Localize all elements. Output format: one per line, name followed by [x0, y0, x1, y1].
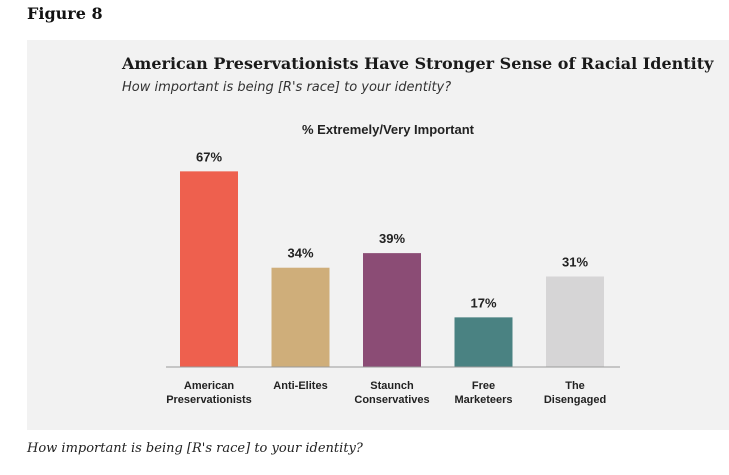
data-label-1: 34% [287, 246, 313, 261]
data-label-2: 39% [379, 231, 405, 246]
bar-3 [454, 317, 513, 367]
category-label-3: Free Marketeers [454, 380, 512, 406]
chart-subtitle: How important is being [R's race] to you… [122, 80, 452, 95]
chart-title: American Preservationists Have Stronger … [122, 54, 714, 73]
bar-4 [546, 276, 604, 367]
figure-caption: How important is being [R's race] to you… [27, 441, 363, 456]
category-label-0: American Preservationists [166, 380, 252, 406]
bar-1 [271, 267, 330, 367]
category-label-1: Anti-Elites [273, 380, 327, 392]
data-label-4: 31% [562, 254, 588, 269]
data-label-0: 67% [196, 149, 222, 164]
category-label-2: Staunch Conservatives [354, 380, 429, 406]
data-label-3: 17% [470, 295, 496, 310]
figure-label: Figure 8 [27, 4, 103, 23]
category-label-4: The Disengaged [544, 380, 606, 406]
bar-2 [363, 253, 421, 367]
bar-0 [180, 171, 238, 367]
series-label: % Extremely/Very Important [302, 122, 475, 137]
